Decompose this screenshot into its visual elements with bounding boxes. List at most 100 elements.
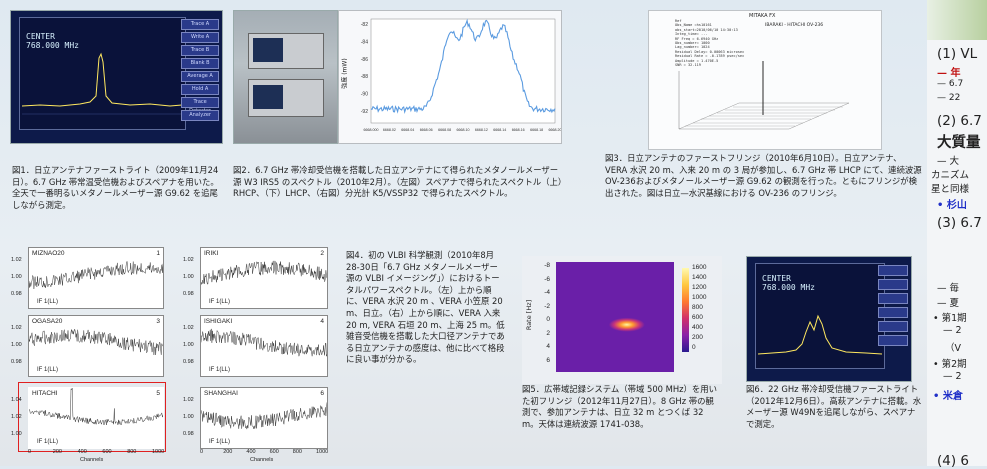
fig2-spectrum-svg: -82 -84 -86 -88 -90 -92 6668.000 6668.02 6668.04…: [361, 18, 562, 132]
fig2-x-tick: 6668.20: [549, 128, 562, 132]
fig5-colorbar-tick: 400: [692, 324, 703, 331]
fig5-caption: 図5．広帯域記録システム（帯域 500 MHz）を用いた初フリンジ（2012年1…: [522, 384, 718, 429]
fig4-panel-ishigaki: ISHIGAKI 4 IF 1(LL): [200, 315, 328, 377]
fig4-x-tick-right: 600: [269, 449, 279, 455]
sidebar-line-4: — 22: [937, 93, 961, 103]
fig4-if-label: IF 1(LL): [209, 367, 231, 373]
fig5-colorbar-tick: 1000: [692, 294, 707, 301]
fig4-trace: [29, 329, 163, 356]
fig5-colorbar: [682, 268, 689, 352]
fig1-trace: [21, 52, 183, 115]
fig4-y-tick: 1.02: [11, 414, 22, 420]
fig4-trace: [201, 328, 327, 357]
fig3-caption: 図3．日立アンテナのファーストフリンジ（2010年6月10日）。日立アンテナ、V…: [605, 153, 922, 198]
fig4-y-tick: 1.00: [11, 431, 22, 437]
fig4-y-tick: 0.98: [183, 431, 194, 437]
fig4-trace-svg: [201, 328, 327, 357]
fig4-total-power-spectra: MIZNAO20 1 IF 1(LL) 1.02 1.00 0.98 IRIKI 2 IF 1(…: [10, 247, 335, 465]
fig2-instrument-lower: [248, 79, 324, 117]
fig3-fringe-plot: MITAKA FX IBARAKI - HITACHI OV-236 Ref O…: [648, 10, 882, 150]
sidebar-line-8: カニズム: [931, 170, 970, 181]
fig3-info-line: obs_start=2010/06/10 14:30:13: [675, 27, 738, 32]
fig6-screen-readout: CENTER 768.000 MHz: [762, 274, 815, 292]
fig5-colorbar-tick: 0: [692, 344, 696, 351]
right-text-column: (1) VL — 年 — 6.7 — 22 (2) 6.7 大質量 — 大 カニ…: [927, 0, 987, 469]
fig2-plot-area: [370, 18, 556, 124]
fig4-trace: [201, 402, 327, 430]
fig4-y-tick: 1.02: [11, 325, 22, 331]
fig2-y-tick: -92: [361, 109, 368, 115]
fig5-colorbar-tick: 800: [692, 304, 703, 311]
fig2-y-tick: -90: [361, 92, 368, 98]
sidebar-line-18: — 2: [943, 371, 962, 382]
fig4-y-tick: 1.02: [183, 257, 194, 263]
fig3-fringe-svg: [678, 61, 850, 130]
fig4-x-tick-left: 0: [28, 449, 32, 455]
fig4-y-tick: 1.00: [183, 342, 194, 348]
fig2-caption: 図2．6.7 GHz 帯冷却受信機を搭載した日立アンテナにて得られたメタノールメ…: [233, 165, 563, 199]
fig3-info-line: SNR = 32.119: [675, 63, 701, 68]
fig4-y-tick: 0.98: [11, 291, 22, 297]
fig4-trace: [201, 260, 327, 285]
fig4-x-tick-left: 1000: [152, 449, 165, 455]
fig2-x-tick: 6668.16: [512, 128, 525, 132]
sidebar-line-16: （V: [945, 343, 961, 354]
fig5-y-tick: 0: [546, 316, 550, 323]
fig4-x-tick-right: 800: [292, 449, 302, 455]
fig2-x-tick: 6668.02: [383, 128, 396, 132]
sidebar-line-9: 星と同様: [931, 184, 970, 195]
fig4-x-label-right: Channels: [250, 457, 274, 463]
fig5-colorbar-tick: 600: [692, 314, 703, 321]
fig4-y-tick: 1.04: [11, 397, 22, 403]
fig4-station-name: SHANGHAI: [204, 390, 238, 397]
sidebar-line-20: (4) 6: [937, 453, 970, 469]
sidebar-line-5: (2) 6.7: [937, 113, 982, 129]
fig3-info-line: Obs_Name =hs10161: [675, 23, 712, 28]
fig4-panel-shanghai: SHANGHAI 6 IF 1(LL): [200, 387, 328, 449]
fig2-spectrum-plot: 強度 (mW) -82 -84 -86 -88 -90 -92 6668.000 6668.0…: [338, 10, 562, 144]
fig4-panel-iriki: IRIKI 2 IF 1(LL): [200, 247, 328, 309]
fig4-trace-svg: [29, 329, 163, 356]
fig3-info-line: Ref: [675, 19, 682, 23]
fig5-y-tick: 6: [546, 356, 550, 364]
fig4-panel-number: 4: [320, 318, 324, 325]
fig5-colorbar-tick: 1200: [692, 284, 707, 291]
fig5-y-tick: -2: [544, 302, 550, 310]
fig4-y-tick: 0.98: [183, 359, 194, 365]
fig4-trace: [29, 388, 163, 426]
fig6-softkey-3: [878, 293, 908, 304]
sidebar-line-11: (3) 6.7: [937, 215, 982, 231]
fig6-softkey-6: [878, 335, 908, 346]
fig5-colorbar-tick: 1600: [692, 264, 707, 271]
fig4-panel-miznao20: MIZNAO20 1 IF 1(LL): [28, 247, 164, 309]
fig4-panel-ogasa20: OGASA20 3 IF 1(LL): [28, 315, 164, 377]
fig4-if-label: IF 1(LL): [209, 439, 231, 445]
fig5-y-tick: -6: [544, 275, 550, 283]
fig4-x-tick-left: 600: [102, 449, 112, 455]
fig1-softkey-5: Average A: [181, 71, 219, 82]
fig1-softkey-8: Analyzer: [181, 110, 219, 121]
fig3-plot-header: IBARAKI - HITACHI OV-236: [765, 23, 824, 28]
fig4-panel-number: 6: [320, 390, 324, 397]
fig4-x-tick-right: 0: [200, 449, 204, 455]
fig2-y-tick: -86: [361, 57, 368, 63]
fig6-softkey-1: [878, 265, 908, 276]
fig4-if-label: IF 1(LL): [37, 299, 59, 305]
fig4-x-label-left: Channels: [80, 457, 104, 463]
fig1-screen-line1: CENTER: [26, 32, 55, 41]
fig4-if-label: IF 1(LL): [37, 439, 59, 445]
fig4-y-tick: 1.02: [11, 257, 22, 263]
fig2-x-tick: 6668.04: [401, 128, 414, 132]
sidebar-line-12: — 毎: [937, 283, 960, 294]
fig5-fringe-map: Rate [Hz] -8 -6 -4 -2 0 2 4 6 1600 1400 1200 1000 8…: [522, 256, 722, 384]
fig4-if-label: IF 1(LL): [209, 299, 231, 305]
fig4-panel-hitachi: HITACHI 5 IF 1(LL): [28, 387, 164, 449]
sidebar-line-19: • 米倉: [933, 391, 963, 402]
fig5-y-axis-label: Rate [Hz]: [525, 299, 534, 331]
fig1-softkey-4: Blank B: [181, 58, 219, 69]
fig2-x-tick: 6668.000: [364, 128, 379, 132]
fig4-if-label: IF 1(LL): [37, 367, 59, 373]
fig1-softkey-7: Trace Detector: [181, 97, 219, 114]
fig3-info-line: RF Freq = 6.6940 GHz: [675, 36, 719, 41]
fig4-station-name: IRIKI: [204, 250, 219, 257]
